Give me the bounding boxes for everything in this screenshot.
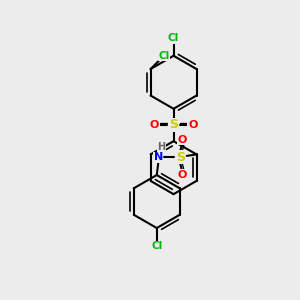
Text: S: S xyxy=(176,151,185,164)
Text: O: O xyxy=(188,120,197,130)
Text: Cl: Cl xyxy=(151,241,162,251)
Text: Cl: Cl xyxy=(168,33,179,43)
Text: O: O xyxy=(177,170,187,180)
Text: S: S xyxy=(169,118,178,131)
Text: H: H xyxy=(157,142,165,152)
Text: Cl: Cl xyxy=(158,51,169,61)
Text: O: O xyxy=(150,120,159,130)
Text: O: O xyxy=(177,135,187,145)
Text: N: N xyxy=(154,152,163,162)
